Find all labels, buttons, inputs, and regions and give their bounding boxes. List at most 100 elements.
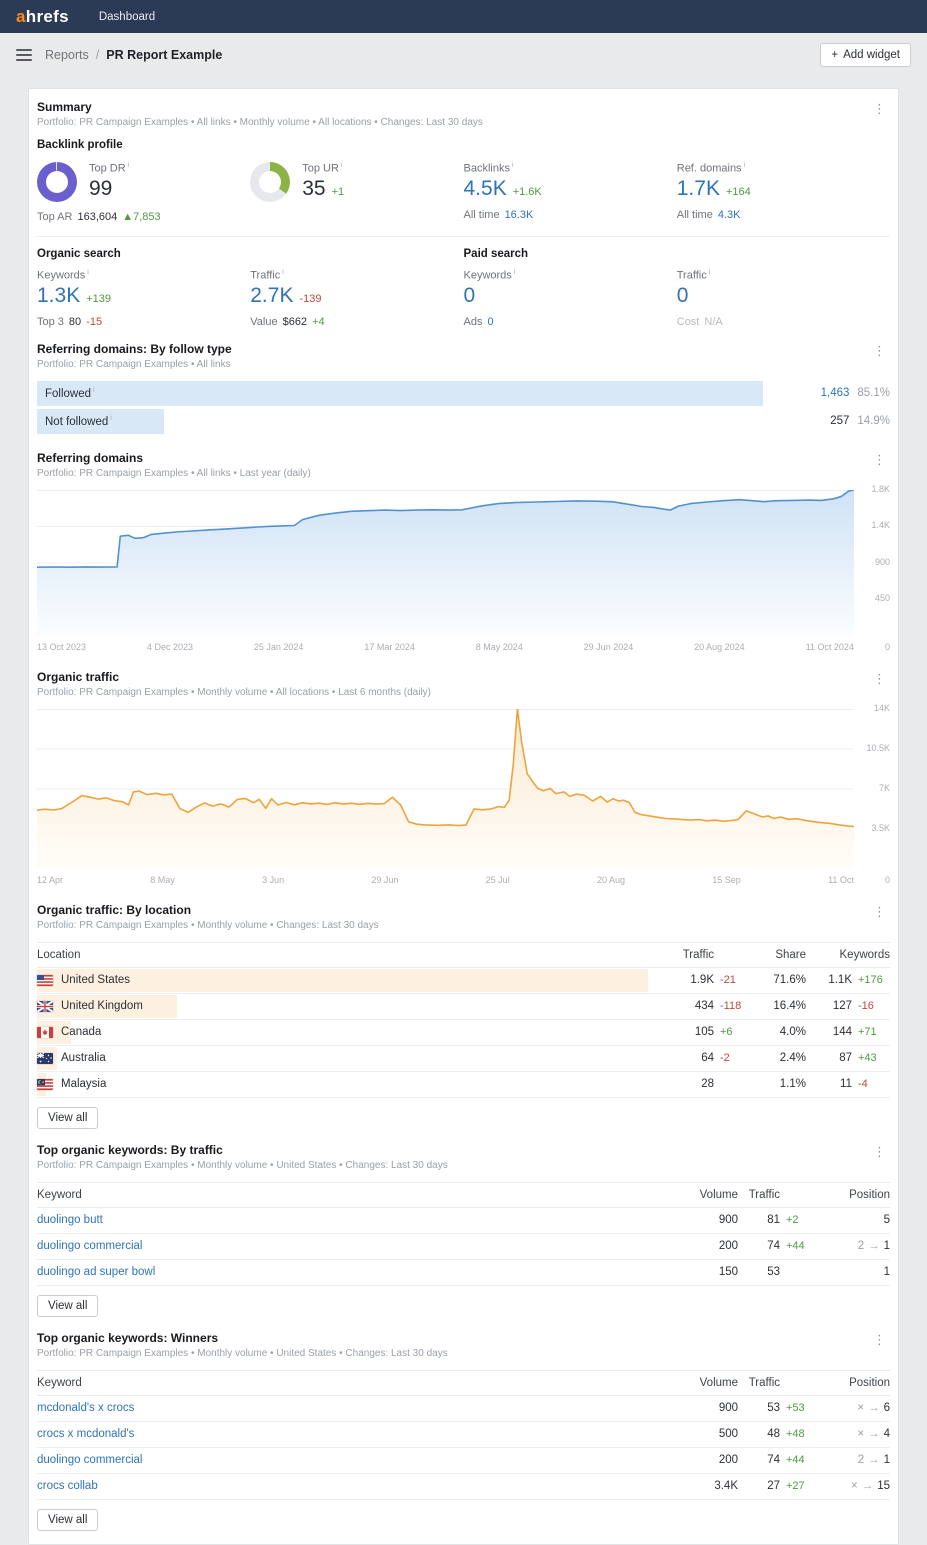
paid-keywords-metric: Keywords i 0 Ads 0: [463, 269, 516, 328]
followed-bar-row: Followed i 1,463 85.1%: [37, 380, 890, 406]
plus-icon: +: [831, 49, 839, 61]
widget-subtitle: Portfolio: PR Campaign Examples • Monthl…: [37, 1347, 448, 1359]
paid-search-heading: Paid search: [463, 248, 529, 260]
arrow-right-icon: →: [861, 1480, 874, 1493]
location-name: Canada: [61, 1026, 102, 1039]
keyword-link[interactable]: duolingo commercial: [37, 1240, 143, 1253]
view-all-button[interactable]: View all: [37, 1294, 99, 1317]
kebab-menu-icon[interactable]: ⋮: [873, 1143, 886, 1159]
breadcrumb: Reports / PR Report Example: [45, 48, 222, 62]
keyword-link[interactable]: crocs collab: [37, 1480, 98, 1493]
logo-rest: hrefs: [25, 6, 69, 26]
position-cell: 5: [883, 1214, 890, 1227]
dashboard-card: Summary Portfolio: PR Campaign Examples …: [28, 88, 899, 1545]
ur-donut-chart: [250, 162, 291, 202]
backlinks-value[interactable]: 4.5K: [463, 176, 507, 200]
widget-subtitle: Portfolio: PR Campaign Examples • All li…: [37, 117, 483, 128]
table-row: duolingo commercial 200 74 +44 2 → 1: [37, 1448, 890, 1474]
arrow-right-icon: →: [868, 1428, 880, 1441]
breadcrumb-reports[interactable]: Reports: [45, 48, 89, 62]
share-bar: [37, 994, 177, 1018]
widget-title: Referring domains: [37, 450, 144, 465]
organic-keywords-metric: Keywords i 1.3K +139 Top 3 80 -15: [37, 269, 111, 328]
kebab-menu-icon[interactable]: ⋮: [873, 903, 886, 919]
kebab-menu-icon[interactable]: ⋮: [873, 101, 886, 116]
keyword-link[interactable]: mcdonald's x crocs: [37, 1402, 135, 1415]
y-axis-zero-label: 0: [884, 641, 890, 652]
widget-subtitle: Portfolio: PR Campaign Examples • Monthl…: [37, 919, 379, 931]
position-cell: × → 6: [857, 1402, 890, 1415]
arrow-right-icon: →: [868, 1240, 880, 1253]
top-ar-substat: Top AR 163,604 ▲7,853: [37, 211, 161, 223]
backlink-profile-heading: Backlink profile: [37, 139, 123, 151]
summary-widget: Summary Portfolio: PR Campaign Examples …: [37, 91, 890, 333]
widget-subtitle: Portfolio: PR Campaign Examples • Monthl…: [37, 1159, 448, 1171]
ahrefs-logo[interactable]: ahrefs: [16, 7, 69, 27]
x-axis-labels: 12 Apr 8 May 3 Jun 29 Jun 25 Jul 20 Aug 15 Sep…: [37, 874, 890, 885]
kebab-menu-icon[interactable]: ⋮: [873, 451, 886, 467]
keyword-link[interactable]: crocs x mcdonald's: [37, 1428, 135, 1441]
widget-title: Top organic keywords: By traffic: [37, 1142, 223, 1157]
followed-count[interactable]: 1,463: [820, 387, 850, 400]
location-name: Australia: [61, 1052, 106, 1065]
view-all-button[interactable]: View all: [37, 1508, 99, 1531]
malaysia-flag-icon: [36, 1077, 54, 1091]
table-header: Keyword Volume Traffic Position: [37, 1369, 890, 1396]
share-bar: [37, 1020, 72, 1044]
info-icon: i: [340, 162, 343, 169]
organic-traffic-metric: Traffic i 2.7K -139 Value $662 +4: [250, 269, 325, 328]
nav-item-dashboard[interactable]: Dashboard: [98, 10, 156, 23]
page-header: Reports / PR Report Example + Add widget: [0, 33, 927, 77]
position-cell: × → 4: [857, 1428, 890, 1441]
table-row: duolingo ad super bowl 150 53 1: [37, 1260, 890, 1286]
ref-domains-value[interactable]: 1.7K: [676, 176, 720, 200]
organic-search-heading: Organic search: [37, 248, 121, 260]
widget-subtitle: Portfolio: PR Campaign Examples • Monthl…: [37, 686, 432, 698]
table-row: United Kingdom 434 -118 16.4% 127 -16: [36, 994, 890, 1020]
widget-title: Top organic keywords: Winners: [37, 1330, 219, 1345]
table-row: mcdonald's x crocs 900 53 +53 × → 6: [37, 1396, 890, 1422]
kebab-menu-icon[interactable]: ⋮: [873, 342, 886, 358]
info-icon: i: [93, 386, 95, 394]
info-icon: i: [743, 162, 746, 169]
top-keywords-traffic-widget: Top organic keywords: By traffic Portfol…: [37, 1134, 890, 1322]
referring-domains-area-chart: 1.8K 1.4K 900 450: [37, 484, 890, 636]
widget-subtitle: Portfolio: PR Campaign Examples • All li…: [37, 467, 311, 479]
breadcrumb-separator: /: [95, 48, 100, 62]
table-row: duolingo butt 900 81 +2 5: [37, 1208, 890, 1234]
info-icon: i: [708, 269, 711, 276]
top-ur-value: 35: [302, 176, 326, 200]
arrow-right-icon: →: [868, 1402, 880, 1415]
table-row: Canada 105 +6 4.0% 144 +71: [36, 1020, 890, 1046]
menu-icon[interactable]: [16, 47, 32, 63]
logo-a: a: [16, 6, 26, 26]
view-all-button[interactable]: View all: [37, 1106, 99, 1129]
up-triangle-icon: ▲: [122, 211, 134, 223]
arrow-right-icon: →: [868, 1454, 880, 1467]
keyword-link[interactable]: duolingo commercial: [37, 1454, 143, 1467]
widget-title: Organic traffic: By location: [37, 902, 192, 917]
table-row: duolingo commercial 200 74 +44 2 → 1: [37, 1234, 890, 1260]
position-cell: 1: [883, 1266, 890, 1279]
referring-domains-widget: Referring domains Portfolio: PR Campaign…: [37, 442, 890, 661]
info-icon: i: [127, 162, 130, 169]
position-cell: × → 15: [850, 1480, 890, 1493]
widget-subtitle: Portfolio: PR Campaign Examples • All li…: [37, 358, 231, 370]
keyword-link[interactable]: duolingo butt: [37, 1214, 103, 1227]
kebab-menu-icon[interactable]: ⋮: [873, 1331, 886, 1347]
top-dr-value: 99: [89, 176, 113, 200]
table-header: Location Traffic Share Keywords: [37, 941, 890, 968]
top-dr-metric: Top DR i 99 Top AR 163,604 ▲7,853: [37, 162, 250, 223]
kebab-menu-icon[interactable]: ⋮: [873, 670, 886, 686]
position-cell: 2 → 1: [857, 1454, 890, 1467]
backlinks-metric: Backlinks i 4.5K +1.6K All time 16.3K: [464, 162, 677, 223]
table-row: Malaysia 28 1.1% 11 -4: [36, 1072, 890, 1098]
add-widget-button[interactable]: + Add widget: [820, 43, 911, 67]
ref-domains-metric: Ref. domains i 1.7K +164 All time 4.3K: [677, 162, 890, 223]
keyword-link[interactable]: duolingo ad super bowl: [37, 1266, 156, 1279]
info-icon: i: [513, 269, 516, 276]
organic-traffic-widget: Organic traffic Portfolio: PR Campaign E…: [37, 661, 890, 894]
info-icon: i: [87, 269, 89, 276]
info-icon: i: [282, 269, 284, 276]
table-row: United States 1.9K -21 71.6% 1.1K +176: [36, 968, 890, 994]
